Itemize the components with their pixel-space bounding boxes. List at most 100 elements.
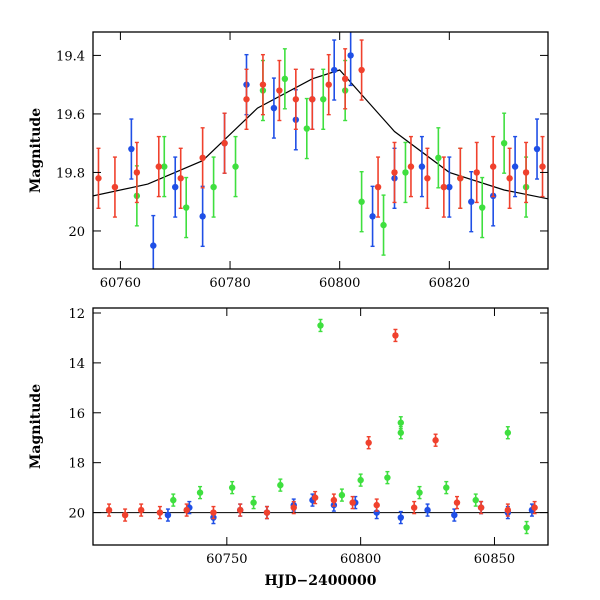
data-point — [95, 147, 102, 209]
data-point — [303, 97, 310, 160]
data-point — [243, 68, 250, 130]
data-point — [210, 505, 217, 520]
data-point — [504, 503, 512, 517]
y-tick-label: 14 — [68, 357, 85, 372]
data-point — [161, 135, 168, 198]
data-point — [489, 135, 497, 198]
x-tick-label: 60750 — [206, 552, 247, 567]
data-point — [397, 510, 404, 525]
data-point — [281, 48, 289, 110]
data-point — [418, 135, 426, 198]
data-point — [533, 118, 541, 180]
data-point — [506, 147, 513, 209]
data-point — [349, 495, 356, 510]
data-point — [228, 480, 236, 495]
y-tick-label: 19.4 — [56, 49, 85, 64]
data-point — [263, 505, 271, 520]
data-point — [451, 508, 458, 522]
y-tick-label: 12 — [68, 307, 85, 322]
data-point — [416, 485, 423, 500]
y-tick-label: 18 — [68, 457, 85, 472]
data-point — [221, 112, 228, 174]
data-point — [432, 433, 439, 447]
data-point — [407, 135, 415, 198]
series-1 — [128, 32, 541, 269]
data-point — [358, 171, 365, 233]
data-point — [155, 135, 162, 198]
data-point — [330, 493, 338, 507]
x-tick-label: 60800 — [319, 276, 360, 291]
series-3 — [105, 328, 538, 522]
data-point — [259, 53, 267, 116]
data-point — [199, 127, 206, 189]
series-3 — [95, 39, 546, 218]
data-point — [290, 500, 297, 515]
data-point — [472, 493, 479, 507]
data-point — [365, 436, 372, 450]
data-point — [128, 118, 135, 180]
data-point — [523, 520, 530, 535]
data-point — [183, 503, 190, 517]
data-point — [199, 185, 206, 248]
x-tick-label: 60800 — [340, 552, 381, 567]
data-point — [504, 426, 512, 440]
series-2 — [170, 318, 530, 535]
data-point — [457, 147, 464, 209]
model-curve — [93, 69, 548, 200]
data-point — [309, 68, 316, 130]
data-point — [380, 194, 387, 256]
top-light-curve-panel: 60760 60780 60800 60820 19.4 19.6 19.8 20 Magnit… — [28, 31, 549, 291]
plot-frame — [92, 31, 549, 270]
data-point — [539, 135, 546, 198]
data-point — [374, 156, 382, 218]
data-point — [341, 48, 349, 110]
data-point — [320, 68, 327, 130]
data-point — [468, 171, 475, 233]
data-point — [237, 503, 244, 517]
data-point — [347, 32, 354, 87]
data-point — [358, 39, 365, 101]
data-point — [277, 478, 284, 492]
data-point — [531, 500, 538, 515]
data-point — [276, 59, 283, 122]
data-point — [196, 485, 204, 500]
data-point — [105, 503, 113, 517]
data-point — [392, 328, 399, 343]
y-tick-label: 20 — [68, 507, 85, 522]
data-point — [373, 498, 380, 512]
data-point — [500, 112, 508, 174]
data-point — [511, 135, 519, 198]
data-point — [369, 185, 376, 248]
data-point — [331, 39, 338, 101]
data-point — [172, 156, 179, 218]
data-point — [232, 135, 239, 198]
data-point — [137, 503, 145, 517]
plot-area — [93, 32, 548, 269]
data-point — [522, 141, 530, 204]
data-point — [477, 500, 485, 515]
data-point — [150, 214, 157, 269]
data-point — [311, 490, 319, 505]
data-point — [435, 127, 442, 189]
x-tick-label: 60850 — [474, 552, 515, 567]
y-tick-label: 16 — [68, 407, 85, 422]
bottom-light-curve-panel: 60750 60800 60850 12 14 16 18 20 Magnitude HJD−24… — [28, 307, 549, 589]
data-point — [170, 493, 177, 507]
y-axis-label: Magnitude — [28, 384, 44, 469]
series-2 — [133, 48, 530, 256]
x-tick-label: 60760 — [100, 276, 141, 291]
data-point — [156, 505, 164, 520]
data-point — [182, 176, 190, 239]
data-point — [473, 141, 480, 204]
y-tick-label: 19.6 — [56, 108, 85, 123]
data-point — [177, 147, 184, 209]
data-point — [292, 68, 300, 130]
plot-area — [93, 318, 548, 535]
data-point — [121, 508, 129, 522]
data-point — [424, 147, 431, 209]
data-point — [446, 156, 453, 218]
data-point — [133, 141, 141, 204]
data-point — [440, 156, 448, 218]
data-point — [325, 53, 332, 116]
